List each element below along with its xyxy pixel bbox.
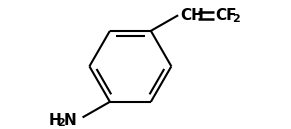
Text: N: N: [64, 113, 77, 128]
Text: CF: CF: [215, 8, 237, 23]
Text: H: H: [48, 113, 61, 128]
Text: 2: 2: [57, 118, 65, 128]
Text: CH: CH: [180, 8, 204, 23]
Text: 2: 2: [232, 14, 239, 24]
